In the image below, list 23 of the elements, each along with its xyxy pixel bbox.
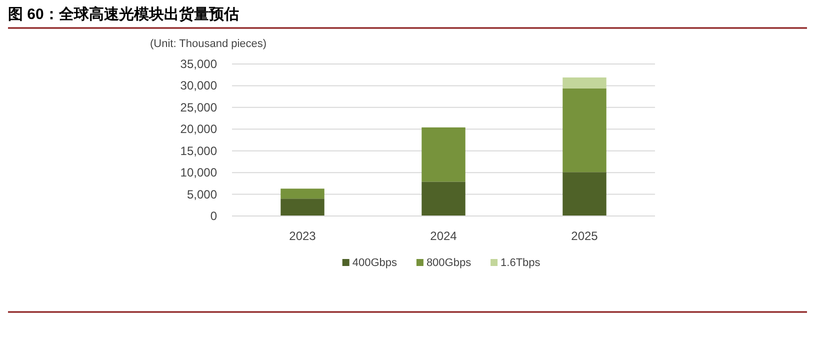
x-tick-label: 2023 [289,229,316,243]
x-tick-label: 2024 [430,229,458,243]
y-tick-label: 0 [210,209,218,223]
y-tick-label: 35,000 [180,57,218,71]
legend-label: 1.6Tbps [500,257,541,269]
legend-label: 400Gbps [352,257,398,269]
bar [562,77,606,88]
y-tick-label: 10,000 [180,166,218,180]
y-tick-label: 30,000 [180,78,218,93]
x-tick-label: 2025 [571,229,598,243]
y-tick-label: 25,000 [180,100,218,114]
y-tick-label: 20,000 [180,122,218,136]
bar [562,88,606,172]
chart-title: 图 60：全球高速光模块出货量预估 [8,5,239,23]
legend-label: 800Gbps [426,257,472,269]
bar [422,182,466,216]
y-tick-label: 5,000 [186,187,218,202]
bar [280,198,324,216]
y-tick-label: 15,000 [180,144,218,158]
y-axis-title: (Unit: Thousand pieces) [150,38,267,50]
bar [422,127,466,182]
bar [562,172,606,216]
bar [280,188,324,199]
